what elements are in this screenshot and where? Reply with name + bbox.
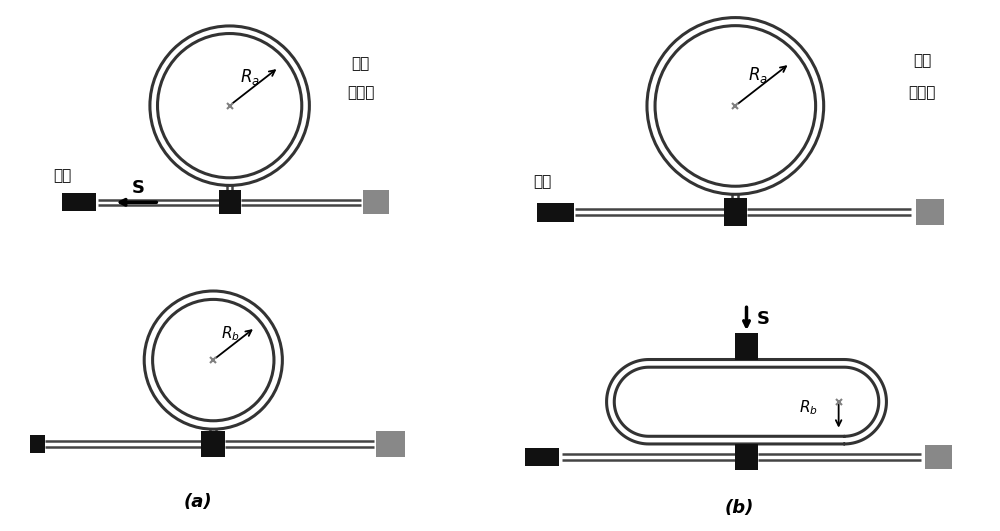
Bar [925, 445, 952, 469]
Text: 探测器: 探测器 [909, 85, 936, 100]
Text: (a): (a) [184, 493, 212, 511]
Circle shape [144, 291, 282, 429]
Bar [735, 444, 758, 470]
Bar [537, 203, 574, 222]
Text: 光源: 光源 [54, 168, 72, 183]
Text: $R_{a}$: $R_{a}$ [748, 65, 768, 85]
Text: $R_{b}$: $R_{b}$ [799, 398, 818, 417]
Bar [525, 448, 559, 466]
Bar [376, 431, 405, 457]
Bar [735, 333, 758, 359]
Text: 探测器: 探测器 [347, 85, 374, 100]
Text: $R_{a}$: $R_{a}$ [240, 67, 260, 87]
Bar [363, 190, 389, 215]
Polygon shape [610, 363, 883, 440]
Text: (b): (b) [725, 499, 754, 517]
Text: 光电: 光电 [352, 56, 370, 71]
Text: 光源: 光源 [534, 175, 552, 190]
Text: S: S [132, 178, 145, 196]
Circle shape [647, 18, 824, 194]
Text: $R_{b}$: $R_{b}$ [221, 324, 240, 343]
Circle shape [150, 26, 309, 185]
Bar [916, 200, 944, 225]
Bar [16, 435, 45, 453]
Text: S: S [756, 310, 769, 328]
Bar [219, 190, 241, 215]
Bar [201, 431, 225, 457]
Bar [724, 199, 747, 226]
Text: 光电: 光电 [913, 54, 931, 68]
Bar [62, 193, 96, 211]
